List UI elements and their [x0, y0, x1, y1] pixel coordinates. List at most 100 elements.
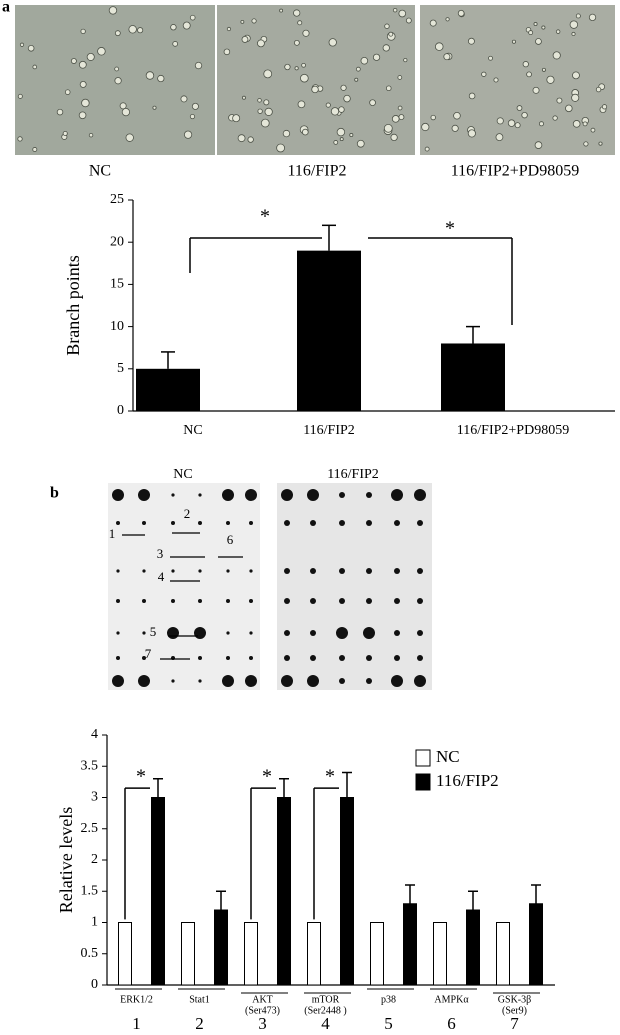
blot-spot-label: 4: [158, 569, 165, 584]
cell: [382, 44, 390, 52]
y-axis-title: Branch points: [63, 255, 83, 356]
blot-spot: [394, 568, 400, 574]
blot-spot: [414, 489, 426, 501]
blot-spot: [245, 675, 257, 687]
blot-spot: [226, 599, 230, 603]
cell: [79, 80, 87, 88]
cell: [390, 133, 398, 142]
cell: [443, 53, 451, 61]
cell: [125, 133, 134, 142]
cell: [430, 114, 436, 121]
bar: [307, 922, 321, 986]
blot-spot: [222, 675, 234, 687]
cell: [388, 31, 394, 37]
cell: [257, 108, 263, 114]
cell: [429, 19, 437, 27]
blot-spot-label: 6: [227, 532, 234, 547]
blot-spot: [366, 492, 372, 498]
cell: [383, 123, 393, 133]
cell: [297, 100, 306, 109]
y-tick-label: 20: [110, 234, 124, 249]
blot-spot: [417, 568, 423, 574]
panel-label: b: [50, 485, 59, 502]
cell: [88, 133, 94, 138]
blot-spot-label: 3: [157, 546, 164, 561]
cell: [595, 86, 602, 93]
x-tick-label: (Ser2448 ): [304, 1005, 347, 1016]
cell: [302, 29, 310, 37]
cell: [114, 66, 120, 72]
blot-spot: [171, 679, 175, 683]
x-tick-label: NC: [183, 423, 202, 438]
cell: [339, 137, 344, 142]
cell: [565, 104, 573, 113]
blot-spot: [417, 598, 423, 604]
blot-spot-label: 7: [145, 646, 152, 661]
cell: [355, 66, 361, 72]
cell: [293, 9, 301, 17]
cell: [80, 28, 86, 35]
cell: [343, 94, 351, 103]
blot-spot: [198, 569, 202, 573]
cell: [372, 53, 381, 61]
cell: [223, 48, 231, 56]
blot-spot: [198, 521, 202, 525]
cell: [311, 85, 319, 94]
x-tick-label: 116/FIP2+PD98059: [457, 423, 569, 438]
y-tick-label: 1.5: [81, 883, 99, 898]
cell: [338, 106, 345, 113]
cell: [17, 136, 23, 142]
y-tick-label: 15: [110, 277, 124, 292]
cell: [264, 107, 273, 116]
cell: [496, 117, 504, 125]
cell: [78, 60, 87, 69]
blot-spot: [171, 521, 175, 525]
blot-spot: [226, 656, 230, 660]
cell: [398, 9, 407, 18]
blot-spot: [284, 520, 290, 526]
cell: [294, 66, 299, 71]
blot-label: 116/FIP2: [327, 467, 379, 482]
cell: [541, 67, 546, 72]
cell: [119, 102, 127, 110]
blot-spot: [281, 675, 293, 687]
cell: [385, 85, 392, 92]
y-tick-label: 0: [91, 977, 98, 992]
blot-spot: [171, 569, 175, 573]
blot-spot: [391, 675, 403, 687]
cell: [552, 51, 561, 60]
blot-spot: [310, 568, 316, 574]
cell: [297, 20, 303, 26]
blot-spot: [142, 521, 146, 525]
cell: [191, 102, 199, 110]
blot-spot: [249, 599, 253, 603]
blot-spot: [222, 489, 234, 501]
blot-spot: [307, 489, 319, 501]
group-number: 2: [195, 1014, 204, 1033]
cell: [276, 143, 285, 153]
blot-spot: [249, 656, 253, 660]
blot-spot: [142, 631, 146, 635]
cell: [86, 52, 95, 61]
cell: [481, 71, 487, 77]
blot-spot: [171, 493, 175, 497]
blot-spot: [167, 627, 179, 639]
cell: [183, 130, 193, 139]
blot-spot: [116, 631, 120, 635]
blot-spot-label: 2: [184, 506, 191, 521]
blot-spot: [112, 489, 124, 501]
significance-mark: *: [260, 206, 270, 228]
cell: [114, 77, 122, 85]
cell: [488, 55, 493, 61]
legend-label: NC: [436, 747, 460, 766]
cell: [240, 19, 245, 24]
cell: [64, 89, 71, 95]
micrograph-label: NC: [89, 163, 111, 180]
blot-spot: [198, 599, 202, 603]
cell: [263, 69, 273, 79]
cell: [70, 58, 77, 64]
blot-spot: [414, 675, 426, 687]
y-tick-label: 3.5: [81, 758, 99, 773]
cell: [189, 113, 196, 120]
y-tick-label: 0.5: [81, 946, 99, 961]
